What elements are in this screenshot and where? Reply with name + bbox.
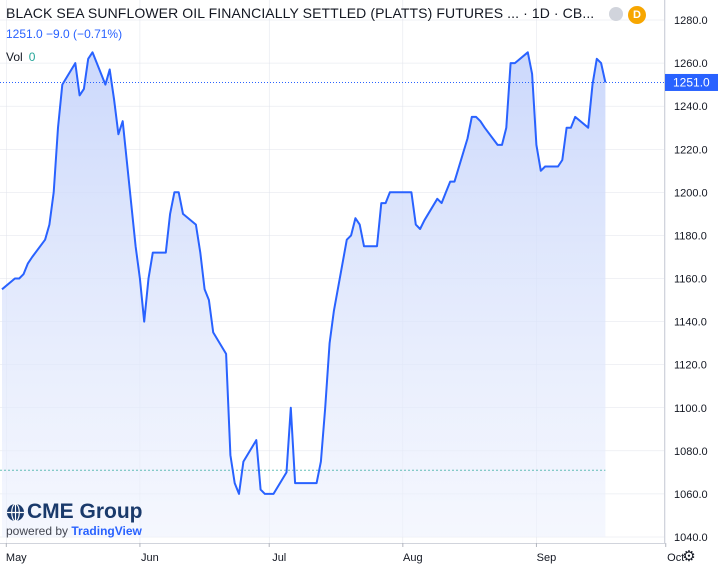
price-axis-label: 1200.0 (674, 187, 708, 199)
price-axis-label: 1080.0 (674, 446, 708, 458)
series-line (1, 51, 607, 495)
last-price-label: 1251.0 (673, 75, 710, 89)
powered-by-tradingview[interactable]: powered by TradingView (6, 524, 142, 538)
time-axis-label: Jun (141, 552, 159, 564)
market-status-dot-icon[interactable] (609, 7, 623, 21)
price-axis-label: 1040.0 (674, 532, 708, 544)
price-axis-label: 1100.0 (674, 403, 707, 415)
time-axis-label: May (6, 552, 27, 564)
time-axis-label: Sep (537, 552, 557, 564)
logo-text: CME Group (27, 500, 143, 523)
time-axis-label: Aug (403, 552, 423, 564)
volume-label: Vol (6, 50, 23, 64)
cme-group-logo[interactable]: CME Group (6, 500, 143, 524)
price-axis-label: 1180.0 (674, 230, 707, 242)
time-axis[interactable]: May Jun Jul Aug Sep Oct (5, 543, 684, 564)
tradingview-link[interactable]: TradingView (71, 524, 142, 538)
powered-by-text: powered by (6, 524, 69, 538)
price-axis-label: 1240.0 (674, 101, 708, 113)
symbol-title[interactable]: BLACK SEA SUNFLOWER OIL FINANCIALLY SETT… (6, 5, 595, 21)
volume-value: 0 (28, 50, 36, 64)
volume-readout: Vol 0 (6, 50, 35, 64)
settings-gear-icon[interactable]: ⚙ (682, 548, 696, 565)
price-change-readout: 1251.0 −9.0 (−0.71%) (6, 27, 123, 41)
price-axis-label: 1140.0 (674, 317, 707, 329)
price-axis-label: 1060.0 (674, 489, 708, 501)
price-axis-label: 1260.0 (674, 58, 708, 70)
price-axis[interactable]: 1280.0 1260.0 1240.0 1220.0 1200.0 1180.0 1160… (674, 15, 708, 544)
price-axis-label: 1280.0 (674, 15, 708, 27)
data-delayed-badge[interactable]: D (628, 6, 646, 24)
time-axis-label: Jul (272, 552, 286, 564)
price-axis-label: 1120.0 (674, 360, 707, 372)
cme-globe-icon (6, 502, 25, 522)
price-axis-label: 1220.0 (674, 144, 708, 156)
time-axis-label: Oct (667, 552, 684, 564)
series-area-fill (2, 52, 606, 538)
price-axis-label: 1160.0 (674, 274, 707, 286)
last-price-tag: 1251.0 (665, 73, 718, 91)
